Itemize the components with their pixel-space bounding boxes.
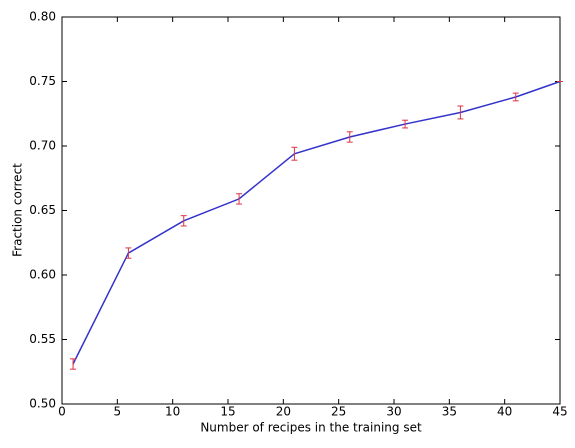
plot-frame xyxy=(61,16,561,405)
error-bar xyxy=(180,215,187,227)
error-bar xyxy=(125,247,132,259)
error-bar xyxy=(512,92,519,102)
error-bar xyxy=(291,146,298,161)
y-tick-label: 0.70 xyxy=(29,139,56,153)
x-tick-label: 20 xyxy=(276,405,291,419)
y-tick-label: 0.55 xyxy=(29,332,56,346)
y-tick-label: 0.80 xyxy=(29,10,56,24)
x-tick-label: 45 xyxy=(552,405,567,419)
x-tick-label: 30 xyxy=(386,405,401,419)
x-tick-label: 15 xyxy=(220,405,235,419)
data-line xyxy=(72,80,561,365)
x-tick-label: 40 xyxy=(497,405,512,419)
error-bar xyxy=(70,358,77,370)
x-tick-label: 10 xyxy=(165,405,180,419)
y-axis-label: Fraction correct xyxy=(11,163,25,257)
x-axis-label: Number of recipes in the training set xyxy=(200,421,422,435)
y-tick-label: 0.60 xyxy=(29,268,56,282)
x-tick-label: 35 xyxy=(442,405,457,419)
error-bar xyxy=(346,131,353,143)
y-tick-label: 0.50 xyxy=(29,397,56,411)
x-tick-label: 5 xyxy=(114,405,122,419)
y-tick-label: 0.65 xyxy=(29,203,56,217)
error-bar xyxy=(457,105,464,120)
x-tick-label: 0 xyxy=(58,405,66,419)
error-bar xyxy=(402,119,409,129)
error-bar xyxy=(236,193,243,205)
x-tick-label: 25 xyxy=(331,405,346,419)
y-tick-label: 0.75 xyxy=(29,74,56,88)
